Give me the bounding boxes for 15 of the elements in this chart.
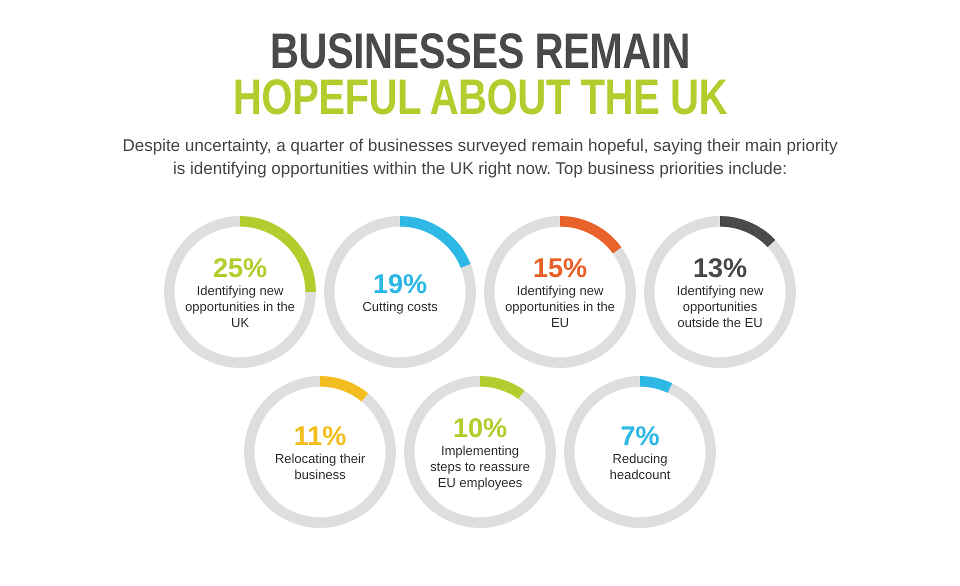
data-label: 11% bbox=[294, 421, 346, 451]
data-label: 10% bbox=[452, 413, 508, 443]
slice-label: Implementing steps to reassure EU employees bbox=[429, 443, 531, 491]
slice-label: Identifying new opportunities in the UK bbox=[184, 283, 296, 331]
data-label: 19% bbox=[372, 269, 428, 299]
data-label: 25% bbox=[212, 253, 268, 283]
slice-label: Identifying new opportunities outside the EU bbox=[676, 283, 764, 331]
slice-label: Cutting costs bbox=[362, 299, 438, 315]
text: Despite uncertainty, a quarter of businesses surveyed remain hopeful, saying their main priority is identifying opportunities within the UK right now. Top business priorities include: bbox=[122, 135, 838, 180]
slice-label: Reducing headcount bbox=[608, 451, 672, 483]
data-label: 15% bbox=[532, 253, 588, 283]
slice-label: Identifying new opportunities in the EU bbox=[504, 283, 616, 331]
data-label: 13% bbox=[692, 253, 748, 283]
data-label: 7% bbox=[620, 421, 660, 451]
slice-label: Relocating their business bbox=[274, 451, 366, 483]
